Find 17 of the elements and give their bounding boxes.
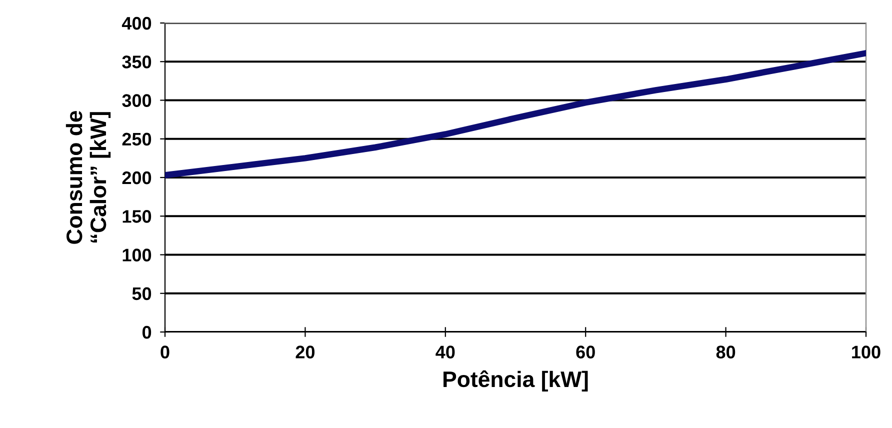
y-tick-label: 50 xyxy=(132,287,152,300)
x-tick-label: 80 xyxy=(716,346,736,358)
x-tick-label: 40 xyxy=(436,346,455,358)
y-tick-label: 300 xyxy=(122,94,152,107)
y-tick-label: 250 xyxy=(122,132,152,146)
y-tick-label: 350 xyxy=(122,56,152,68)
x-tick-label: 0 xyxy=(160,346,170,358)
x-axis-title: Potência [kW] xyxy=(444,370,588,392)
x-tick-label: 60 xyxy=(576,346,595,358)
y-tick-label: 150 xyxy=(122,210,152,223)
x-tick-label: 100 xyxy=(852,346,880,358)
y-tick-label: 100 xyxy=(122,248,152,262)
y-axis-title: Consumo de “Calor” [kW] xyxy=(66,110,111,244)
y-tick-label: 0 xyxy=(142,326,152,339)
y-tick-label: 400 xyxy=(122,16,152,30)
x-tick-label: 20 xyxy=(296,346,315,358)
y-tick-label: 200 xyxy=(122,171,152,184)
